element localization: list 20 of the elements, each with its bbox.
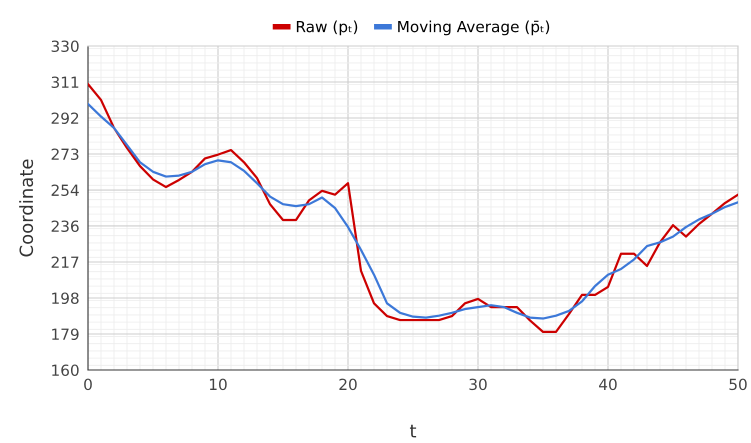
x-tick-label: 20 bbox=[339, 378, 357, 390]
legend-label: Moving Average (p̄ₜ) bbox=[398, 20, 550, 36]
y-tick-label: 254 bbox=[52, 184, 79, 196]
y-tick-label: 292 bbox=[52, 112, 78, 124]
y-tick-label: 311 bbox=[52, 76, 78, 88]
x-tick-label: 50 bbox=[729, 378, 747, 390]
y-tick-label: 217 bbox=[52, 256, 78, 268]
y-axis-title: Coordinate bbox=[19, 159, 34, 256]
y-tick-label: 160 bbox=[52, 364, 79, 376]
y-tick-label: 273 bbox=[52, 148, 78, 160]
x-tick-label: 40 bbox=[599, 378, 617, 390]
x-tick-label: 10 bbox=[210, 378, 227, 390]
legend-label: Raw (pₜ) bbox=[296, 20, 358, 36]
y-tick-label: 330 bbox=[52, 40, 79, 52]
y-tick-label: 236 bbox=[52, 220, 79, 232]
x-tick-label: 30 bbox=[469, 378, 487, 390]
y-tick-label: 198 bbox=[52, 292, 79, 304]
x-axis-title: t bbox=[410, 424, 416, 438]
y-tick-label: 179 bbox=[52, 328, 79, 340]
x-tick-label: 0 bbox=[84, 378, 92, 390]
